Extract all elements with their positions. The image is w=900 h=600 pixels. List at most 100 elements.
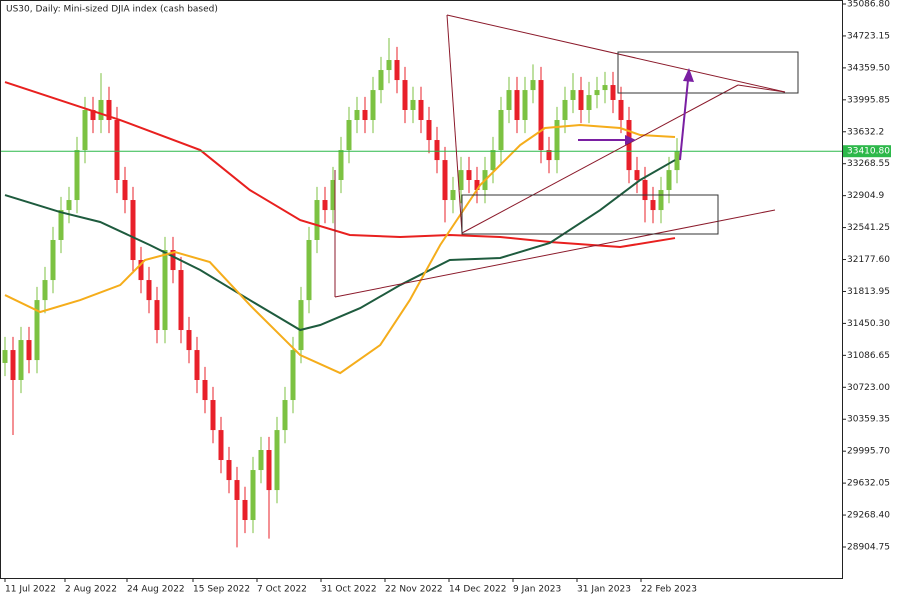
candle-body	[402, 80, 408, 110]
candle-body	[458, 170, 464, 191]
candle-body	[66, 200, 72, 211]
candle-body	[274, 430, 280, 491]
y-tick-label: 30359.35	[847, 415, 890, 425]
y-tick-label: 32904.9	[847, 191, 884, 201]
candle-body	[194, 350, 200, 381]
candle-body	[394, 60, 400, 81]
zone-box	[617, 51, 799, 94]
x-tick-label: 7 Oct 2022	[257, 585, 307, 595]
candle-body	[610, 85, 616, 100]
zone-box	[461, 194, 719, 235]
candle-body	[466, 170, 472, 181]
candle-body	[138, 260, 144, 281]
candle-body	[658, 190, 664, 211]
candle-body	[218, 430, 224, 461]
candle-body	[570, 90, 576, 100]
y-tick-label: 33268.55	[847, 159, 890, 169]
candle-body	[178, 270, 184, 331]
candle-body	[546, 150, 552, 161]
candle-body	[322, 200, 328, 211]
candle-body	[562, 99, 568, 121]
candle-body	[554, 120, 560, 161]
candle-body	[354, 109, 360, 121]
candle-body	[74, 150, 80, 201]
candle-body	[130, 200, 136, 261]
moving-average	[4, 159, 676, 332]
candle-body	[442, 160, 448, 201]
x-tick-label: 31 Jan 2023	[577, 585, 631, 595]
candle-body	[602, 85, 608, 91]
candle-body	[362, 109, 368, 121]
candle-body	[642, 180, 648, 201]
trend-line	[446, 14, 463, 234]
candle-body	[314, 200, 320, 240]
candle-body	[242, 499, 248, 521]
y-tick-label: 34723.15	[847, 31, 890, 41]
candle-body	[346, 120, 352, 151]
plot-area	[0, 37, 842, 548]
candle-body	[674, 151, 680, 171]
x-tick-label: 9 Jan 2023	[513, 585, 561, 595]
trend-line	[334, 209, 776, 298]
candle-body	[50, 239, 56, 281]
candle-body	[82, 109, 88, 151]
candle-body	[506, 90, 512, 110]
candle-body	[338, 150, 344, 181]
candle-body	[226, 460, 232, 481]
candle-body	[250, 470, 256, 521]
y-tick-label: 33632.2	[847, 127, 884, 137]
candle-body	[530, 80, 536, 91]
candle-body	[634, 170, 640, 181]
candle-body	[42, 280, 48, 301]
candle-body	[26, 340, 32, 361]
y-tick-label: 31813.95	[847, 287, 890, 297]
y-tick-label: 33995.85	[847, 95, 890, 105]
candle-body	[626, 120, 632, 171]
y-tick-label: 34359.50	[847, 63, 890, 73]
candle-body	[282, 400, 288, 431]
candle-body	[586, 95, 592, 110]
candle-body	[10, 350, 16, 381]
y-tick-label: 32541.25	[847, 223, 890, 233]
plot-border	[0, 0, 843, 579]
price-label-box	[843, 145, 891, 158]
chart-title: US30, Daily: Mini-sized DJIA index (cash…	[6, 5, 218, 15]
candle-body	[426, 120, 432, 141]
candle-body	[234, 480, 240, 500]
y-tick-label: 32177.60	[847, 255, 890, 265]
candle-body	[18, 340, 24, 381]
x-tick-label: 24 Aug 2022	[127, 585, 185, 595]
annotations	[334, 14, 799, 298]
candle-body	[650, 200, 656, 211]
candle-body	[522, 90, 528, 121]
candle-body	[170, 250, 176, 271]
candle-body	[666, 170, 672, 191]
x-tick-label: 31 Oct 2022	[321, 585, 377, 595]
y-tick-label: 31450.30	[847, 319, 890, 329]
candle-body	[210, 400, 216, 431]
y-tick-label: 35086.80	[847, 0, 890, 9]
y-tick-label: 29632.05	[847, 479, 890, 489]
candle-body	[162, 250, 168, 331]
candle-body	[306, 239, 312, 301]
price-label: 33410.80	[847, 147, 890, 157]
y-tick-label: 31086.65	[847, 351, 890, 361]
candle-body	[122, 180, 128, 201]
candle-body	[90, 109, 96, 121]
candle-body	[202, 380, 208, 401]
candle-body	[58, 210, 64, 240]
candle-body	[434, 140, 440, 161]
x-tick-label: 15 Sep 2022	[193, 585, 250, 595]
candle-body	[378, 70, 384, 91]
x-tick-label: 22 Nov 2022	[385, 585, 443, 595]
trend-line	[446, 14, 786, 93]
candle-body	[114, 120, 120, 181]
candle-body	[418, 99, 424, 121]
candle-body	[370, 90, 376, 121]
candle-body	[330, 180, 336, 211]
candle-body	[490, 150, 496, 171]
x-tick-label: 22 Feb 2023	[641, 585, 697, 595]
y-tick-label: 30723.00	[847, 383, 890, 393]
moving-average	[4, 81, 676, 249]
